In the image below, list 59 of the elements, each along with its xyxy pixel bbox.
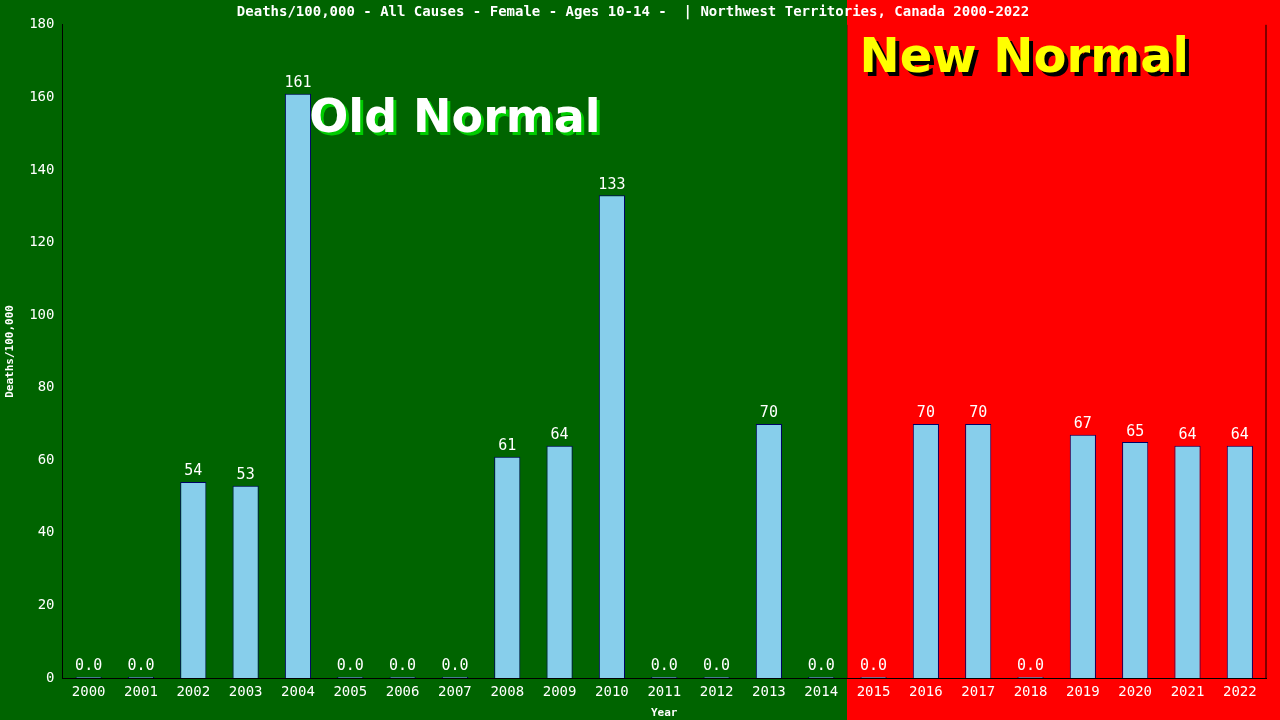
data-label: 61 — [498, 436, 517, 455]
x-tick-label: 2021 — [1170, 683, 1205, 700]
data-label: 65 — [1126, 421, 1145, 440]
x-tick-label: 2019 — [1066, 683, 1100, 700]
y-tick-label: 140 — [29, 160, 55, 177]
x-tick-label: 2022 — [1222, 683, 1257, 700]
x-tick-label: 2010 — [595, 683, 629, 700]
x-tick-label: 2018 — [1013, 683, 1048, 700]
x-tick-label: 2017 — [961, 683, 996, 700]
x-tick-label: 2013 — [752, 683, 786, 700]
data-label: 0.0 — [75, 656, 103, 675]
data-label: 54 — [184, 461, 203, 480]
data-label: 133 — [598, 174, 626, 193]
data-label: 0.0 — [441, 656, 469, 675]
data-label: 161 — [284, 73, 312, 92]
data-label: 64 — [550, 425, 569, 444]
x-tick-label: 2011 — [647, 683, 682, 700]
y-tick-label: 160 — [29, 88, 55, 105]
data-label: 64 — [1178, 425, 1197, 444]
y-tick-label: 180 — [29, 15, 55, 32]
y-axis-title: Deaths/100,000 — [3, 305, 17, 398]
data-label: 0.0 — [1016, 656, 1045, 675]
data-label: 70 — [759, 403, 778, 422]
y-tick-label: 40 — [37, 523, 55, 540]
x-tick-label: 2014 — [804, 683, 839, 700]
data-label: 53 — [236, 465, 255, 484]
y-tick-label: 20 — [37, 596, 55, 613]
data-label: 0.0 — [703, 656, 731, 675]
x-tick-label: 2001 — [124, 683, 158, 700]
x-tick-label: 2016 — [909, 683, 943, 700]
x-tick-label: 2008 — [490, 683, 525, 700]
data-label: 0.0 — [860, 656, 888, 675]
data-label: 70 — [969, 403, 988, 422]
y-tick-label: 120 — [29, 233, 55, 250]
x-tick-label: 2020 — [1118, 683, 1153, 700]
data-label: 0.0 — [650, 656, 678, 675]
data-label: 0.0 — [127, 656, 155, 675]
x-tick-label: 2007 — [438, 683, 472, 700]
y-tick-label: 80 — [37, 378, 55, 395]
x-tick-label: 2005 — [333, 683, 368, 700]
y-tick-label: 0 — [46, 668, 55, 685]
y-tick-label: 100 — [29, 305, 55, 322]
data-label: 0.0 — [389, 656, 417, 675]
x-tick-label: 2012 — [699, 683, 734, 700]
data-label: 0.0 — [336, 656, 364, 675]
x-tick-label: 2015 — [856, 683, 891, 700]
x-tick-label: 2009 — [542, 683, 577, 700]
data-label: 67 — [1073, 414, 1092, 433]
data-label: 70 — [916, 403, 935, 422]
band-label: Old Normal — [309, 88, 601, 143]
y-tick-label: 60 — [37, 450, 55, 467]
x-axis-title: Year — [650, 706, 678, 720]
data-label: 64 — [1230, 425, 1249, 444]
x-tick-label: 2002 — [176, 683, 211, 700]
data-label: 0.0 — [807, 656, 835, 675]
x-tick-label: 2000 — [71, 683, 106, 700]
x-tick-label: 2003 — [228, 683, 263, 700]
x-tick-label: 2004 — [281, 683, 315, 700]
x-tick-label: 2006 — [385, 683, 420, 700]
